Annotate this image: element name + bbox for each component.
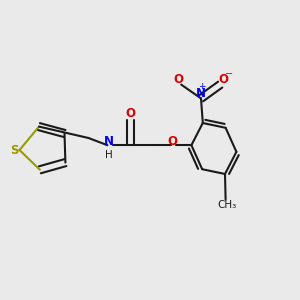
Text: S: S bbox=[10, 144, 18, 157]
Text: +: + bbox=[199, 82, 206, 91]
Text: O: O bbox=[174, 73, 184, 86]
Text: N: N bbox=[196, 87, 206, 100]
Text: CH₃: CH₃ bbox=[217, 200, 236, 211]
Text: N: N bbox=[104, 135, 114, 148]
Text: H: H bbox=[105, 150, 113, 161]
Text: O: O bbox=[168, 135, 178, 148]
Text: O: O bbox=[125, 107, 136, 120]
Text: −: − bbox=[224, 69, 233, 80]
Text: O: O bbox=[218, 73, 228, 86]
